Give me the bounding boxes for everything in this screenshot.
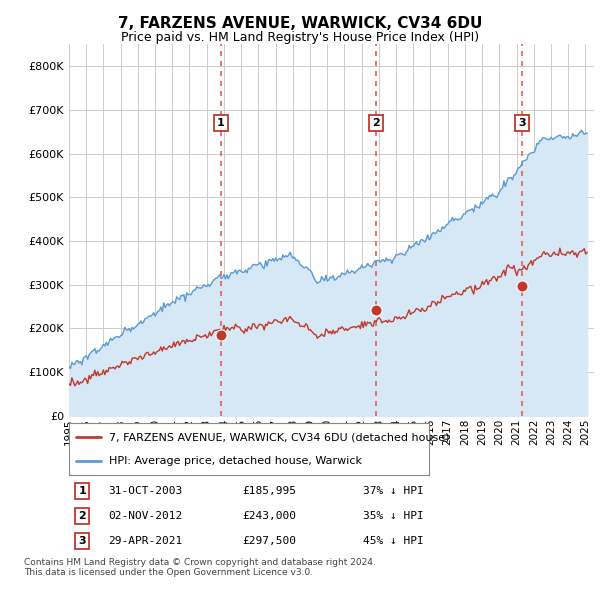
Text: 45% ↓ HPI: 45% ↓ HPI bbox=[363, 536, 424, 546]
Text: Price paid vs. HM Land Registry's House Price Index (HPI): Price paid vs. HM Land Registry's House … bbox=[121, 31, 479, 44]
Text: HPI: Average price, detached house, Warwick: HPI: Average price, detached house, Warw… bbox=[109, 456, 362, 466]
Text: 3: 3 bbox=[79, 536, 86, 546]
Text: 7, FARZENS AVENUE, WARWICK, CV34 6DU: 7, FARZENS AVENUE, WARWICK, CV34 6DU bbox=[118, 16, 482, 31]
Text: 2: 2 bbox=[78, 512, 86, 521]
Text: 2: 2 bbox=[372, 118, 380, 128]
Text: 37% ↓ HPI: 37% ↓ HPI bbox=[363, 486, 424, 496]
Text: 7, FARZENS AVENUE, WARWICK, CV34 6DU (detached house): 7, FARZENS AVENUE, WARWICK, CV34 6DU (de… bbox=[109, 432, 449, 442]
Text: 29-APR-2021: 29-APR-2021 bbox=[109, 536, 182, 546]
Text: £185,995: £185,995 bbox=[242, 486, 296, 496]
Text: 3: 3 bbox=[518, 118, 526, 128]
Text: £243,000: £243,000 bbox=[242, 512, 296, 521]
Text: £297,500: £297,500 bbox=[242, 536, 296, 546]
Text: 1: 1 bbox=[217, 118, 225, 128]
Text: 02-NOV-2012: 02-NOV-2012 bbox=[109, 512, 182, 521]
Text: 31-OCT-2003: 31-OCT-2003 bbox=[109, 486, 182, 496]
Text: 1: 1 bbox=[78, 486, 86, 496]
Text: 35% ↓ HPI: 35% ↓ HPI bbox=[363, 512, 424, 521]
Text: Contains HM Land Registry data © Crown copyright and database right 2024.
This d: Contains HM Land Registry data © Crown c… bbox=[24, 558, 376, 577]
